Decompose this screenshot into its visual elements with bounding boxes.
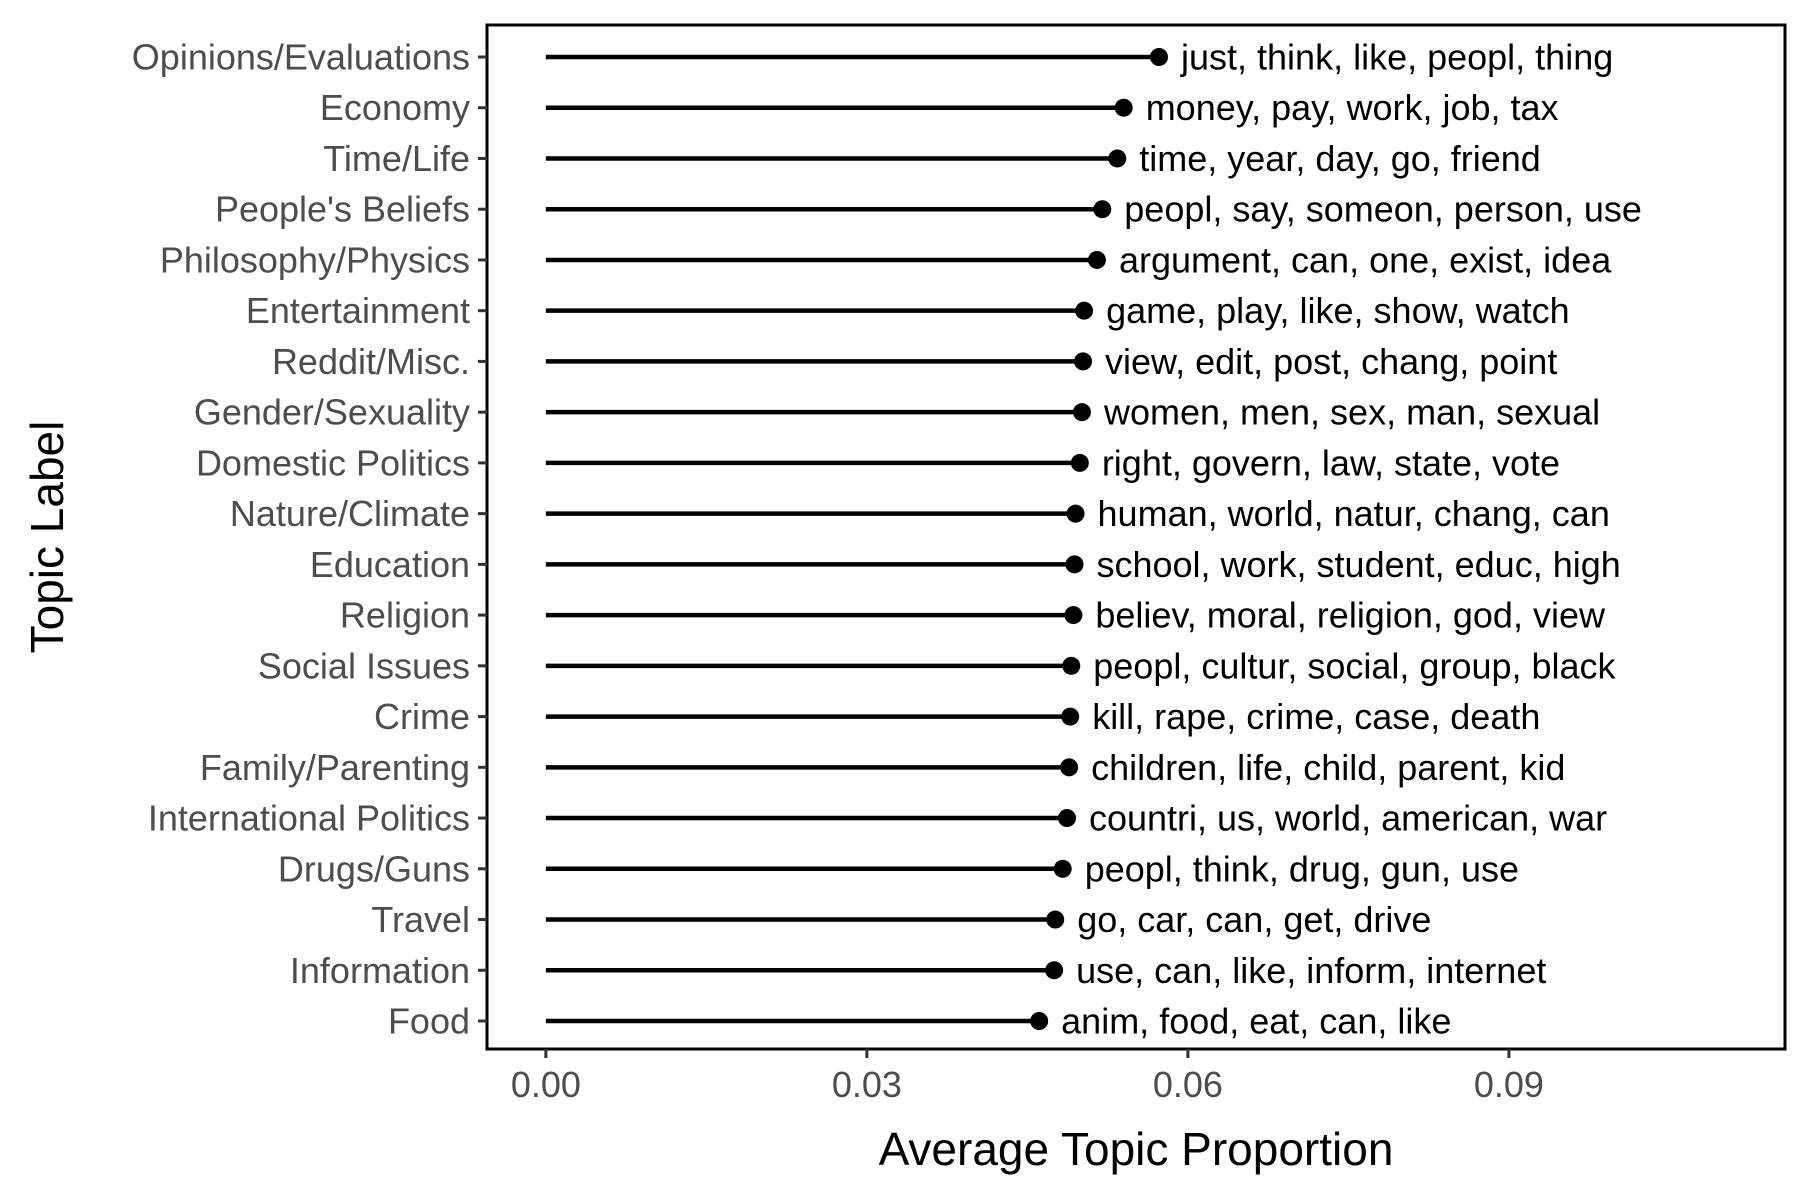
y-tick-label: Philosophy/Physics xyxy=(160,239,470,280)
lollipop-point xyxy=(1074,352,1093,371)
lollipop-point xyxy=(1150,48,1169,66)
y-tick-label: Time/Life xyxy=(323,138,470,179)
y-tick-label: Social Issues xyxy=(258,645,470,686)
lollipop-point xyxy=(1066,504,1085,523)
x-tick-label: 0.00 xyxy=(511,1064,581,1105)
top-terms-label: believ, moral, religion, god, view xyxy=(1095,595,1606,636)
x-tick-label: 0.03 xyxy=(832,1064,902,1105)
x-axis-title: Average Topic Proportion xyxy=(879,1123,1394,1175)
lollipop-point xyxy=(1093,200,1112,219)
lollipop-point xyxy=(1064,606,1083,625)
lollipop-point xyxy=(1087,250,1106,269)
y-tick-label: Information xyxy=(290,950,470,991)
y-tick-label: International Politics xyxy=(148,798,470,839)
top-terms-label: peopl, think, drug, gun, use xyxy=(1085,848,1519,889)
top-terms-label: money, pay, work, job, tax xyxy=(1146,87,1559,128)
lollipop-point xyxy=(1045,961,1064,980)
lollipop-point xyxy=(1053,859,1072,878)
lollipop-point xyxy=(1072,403,1091,422)
lollipop-point xyxy=(1108,149,1127,168)
top-terms-label: peopl, cultur, social, group, black xyxy=(1093,645,1616,686)
lollipop-point xyxy=(1070,453,1089,472)
y-tick-label: Domestic Politics xyxy=(196,442,470,483)
y-tick-label: Religion xyxy=(340,595,470,636)
top-terms-label: view, edit, post, chang, point xyxy=(1105,341,1557,382)
top-terms-label: school, work, student, educ, high xyxy=(1096,544,1620,585)
top-terms-label: countri, us, world, american, war xyxy=(1089,798,1607,839)
top-terms-label: anim, food, eat, can, like xyxy=(1061,1001,1451,1042)
top-terms-label: human, world, natur, chang, can xyxy=(1098,493,1610,534)
y-tick-label: Gender/Sexuality xyxy=(194,392,470,433)
lollipop-point xyxy=(1062,656,1081,675)
y-tick-label: Entertainment xyxy=(246,290,470,331)
x-axis: 0.00 0.03 0.06 0.09 xyxy=(511,1049,1544,1105)
top-terms-label: children, life, child, parent, kid xyxy=(1091,747,1565,788)
lollipop-point xyxy=(1061,707,1080,726)
lollipop-point xyxy=(1065,555,1084,574)
y-tick-label: Family/Parenting xyxy=(200,747,470,788)
y-tick-label: Crime xyxy=(374,696,470,737)
lollipop-point xyxy=(1030,1012,1049,1030)
top-terms-label: just, think, like, peopl, thing xyxy=(1180,37,1613,78)
x-tick-label: 0.09 xyxy=(1474,1064,1544,1105)
chart-marks: just, think, like, peopl, thing money, pa… xyxy=(545,37,1642,1042)
lollipop-point xyxy=(1075,301,1094,320)
y-tick-label: Education xyxy=(310,544,470,585)
top-terms-label: game, play, like, show, watch xyxy=(1106,290,1570,331)
top-terms-label: right, govern, law, state, vote xyxy=(1102,442,1560,483)
y-tick-label: Drugs/Guns xyxy=(278,848,470,889)
y-tick-label: Reddit/Misc. xyxy=(272,341,470,382)
top-terms-label: women, men, sex, man, sexual xyxy=(1103,392,1600,433)
lollipop-point xyxy=(1057,809,1076,828)
top-terms-label: use, can, like, inform, internet xyxy=(1076,950,1546,991)
y-tick-label: People's Beliefs xyxy=(215,189,470,230)
y-tick-label: Nature/Climate xyxy=(230,493,470,534)
lollipop-point xyxy=(1060,758,1079,777)
y-tick-label: Food xyxy=(388,1001,470,1042)
lollipop-point xyxy=(1114,98,1133,117)
y-tick-label: Travel xyxy=(371,899,470,940)
top-terms-label: argument, can, one, exist, idea xyxy=(1119,239,1612,280)
top-terms-label: kill, rape, crime, case, death xyxy=(1092,696,1540,737)
y-axis: Opinions/Evaluations Economy Time/Life Peop… xyxy=(132,37,487,1042)
panel-border xyxy=(485,23,1787,1051)
top-terms-label: time, year, day, go, friend xyxy=(1139,138,1541,179)
top-terms-label: peopl, say, someon, person, use xyxy=(1124,189,1642,230)
x-tick-label: 0.06 xyxy=(1153,1064,1223,1105)
y-axis-title: Topic Label xyxy=(21,421,73,654)
y-tick-label: Economy xyxy=(320,87,470,128)
top-terms-label: go, car, can, get, drive xyxy=(1077,899,1431,940)
y-tick-label: Opinions/Evaluations xyxy=(132,37,470,78)
lollipop-point xyxy=(1046,910,1065,929)
